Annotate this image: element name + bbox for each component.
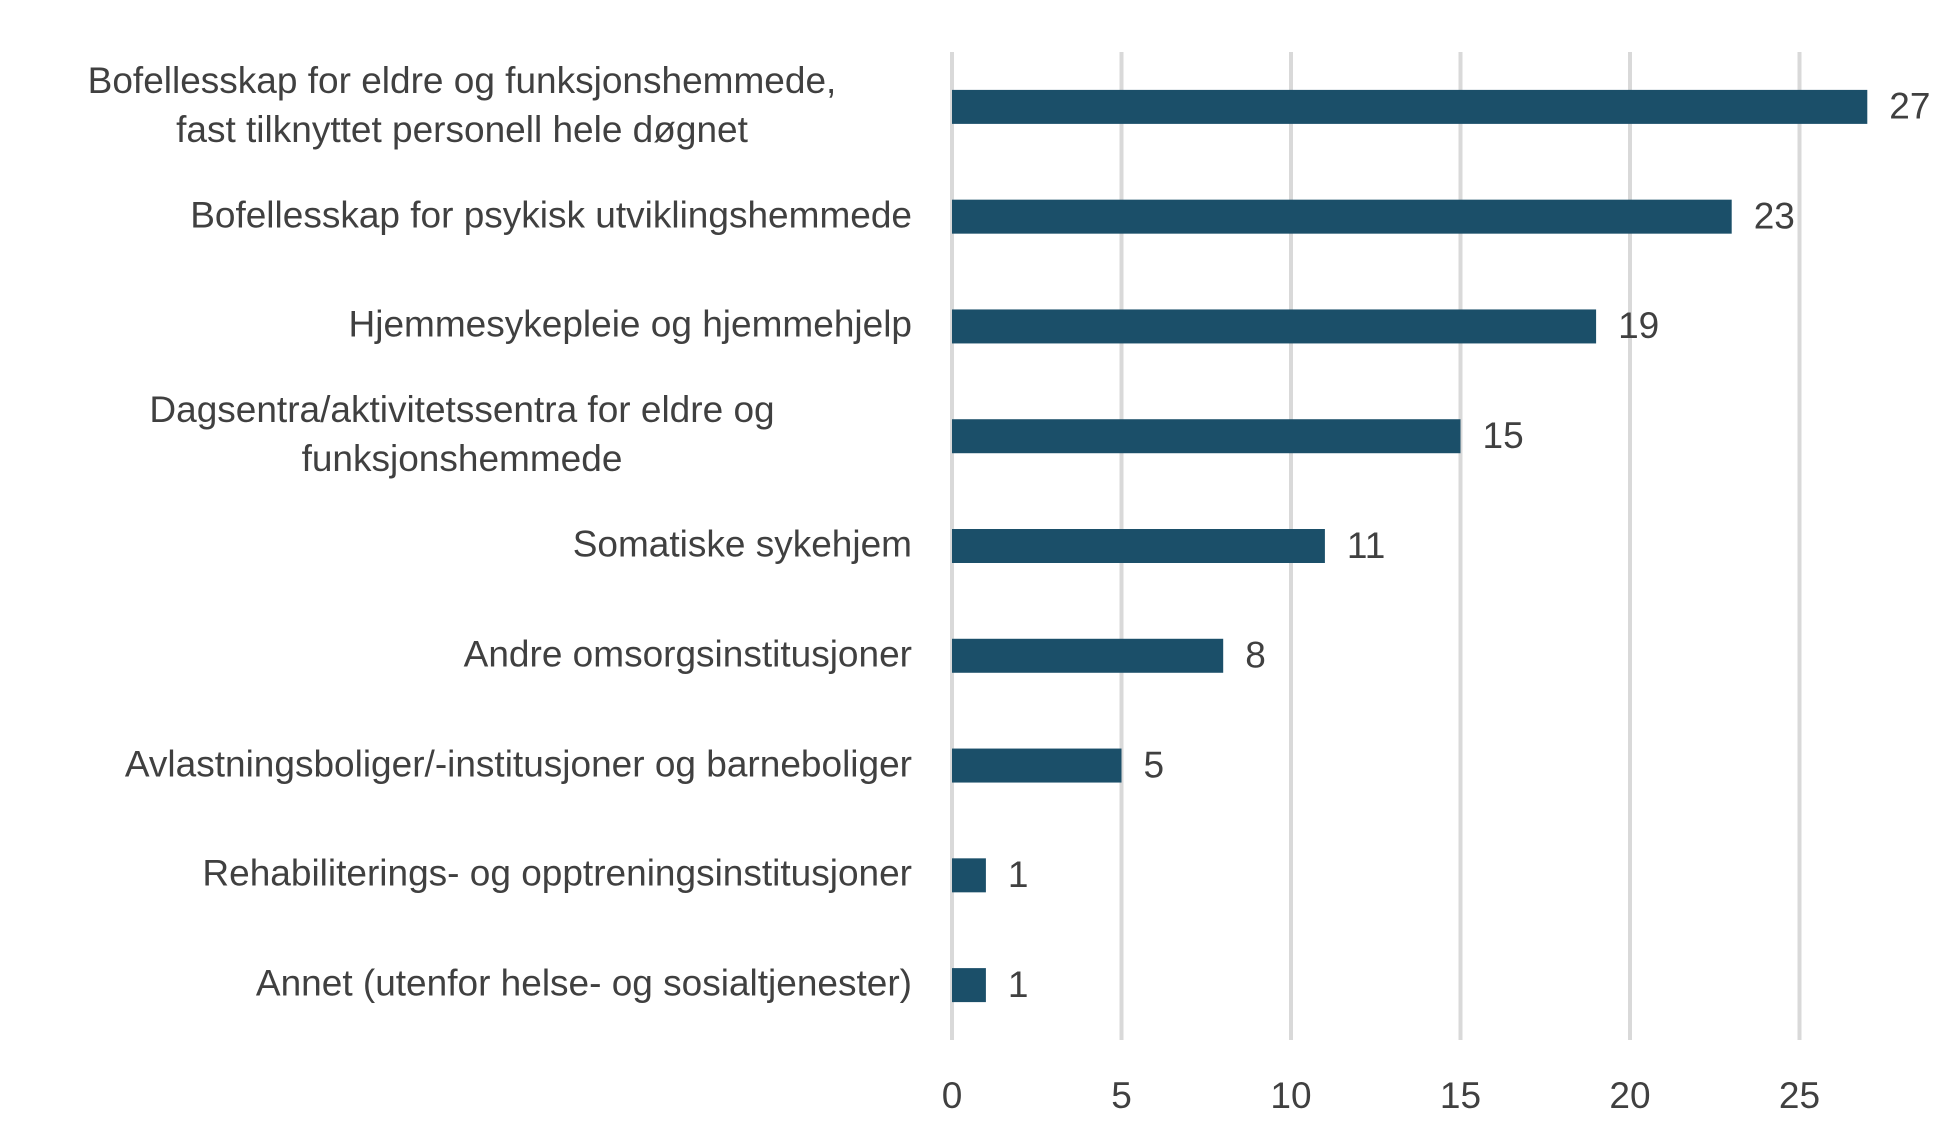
value-label: 5 bbox=[1144, 744, 1165, 785]
x-tick-label: 0 bbox=[942, 1075, 963, 1116]
category-label: Avlastningsboliger/-institusjoner og bar… bbox=[124, 743, 912, 785]
category-label: Somatiske sykehjem bbox=[572, 523, 912, 565]
bar bbox=[952, 748, 1122, 783]
x-tick-label: 10 bbox=[1270, 1075, 1311, 1116]
x-tick-label: 25 bbox=[1779, 1075, 1820, 1116]
category-label: Rehabiliterings- og opptreningsinstitusj… bbox=[202, 852, 912, 894]
value-label: 19 bbox=[1618, 305, 1659, 346]
value-label: 11 bbox=[1347, 525, 1385, 566]
value-label: 15 bbox=[1483, 415, 1524, 456]
category-label: Bofellesskap for eldre og funksjonshemme… bbox=[87, 59, 837, 150]
bar bbox=[952, 89, 1868, 124]
bar bbox=[952, 858, 986, 893]
value-label: 27 bbox=[1889, 86, 1930, 127]
x-tick-label: 5 bbox=[1111, 1075, 1132, 1116]
bar bbox=[952, 309, 1597, 344]
x-tick-label: 20 bbox=[1609, 1075, 1650, 1116]
bar bbox=[952, 199, 1732, 234]
category-label: Annet (utenfor helse- og sosialtjenester… bbox=[255, 962, 912, 1004]
value-label: 23 bbox=[1754, 195, 1795, 236]
category-label: Dagsentra/aktivitetssentra for eldre og … bbox=[149, 389, 775, 480]
bar bbox=[952, 419, 1461, 454]
bar bbox=[952, 529, 1325, 563]
x-tick-label: 15 bbox=[1440, 1075, 1481, 1116]
value-label: 1 bbox=[1008, 854, 1029, 895]
bar bbox=[952, 638, 1224, 673]
value-label: 8 bbox=[1245, 635, 1266, 676]
bar bbox=[952, 968, 986, 1003]
value-label: 1 bbox=[1008, 964, 1029, 1005]
category-label: Andre omsorgsinstitusjoner bbox=[463, 633, 912, 675]
category-label: Bofellesskap for psykisk utviklingshemme… bbox=[190, 194, 912, 236]
category-label: Hjemmesykepleie og hjemmehjelp bbox=[348, 303, 912, 345]
